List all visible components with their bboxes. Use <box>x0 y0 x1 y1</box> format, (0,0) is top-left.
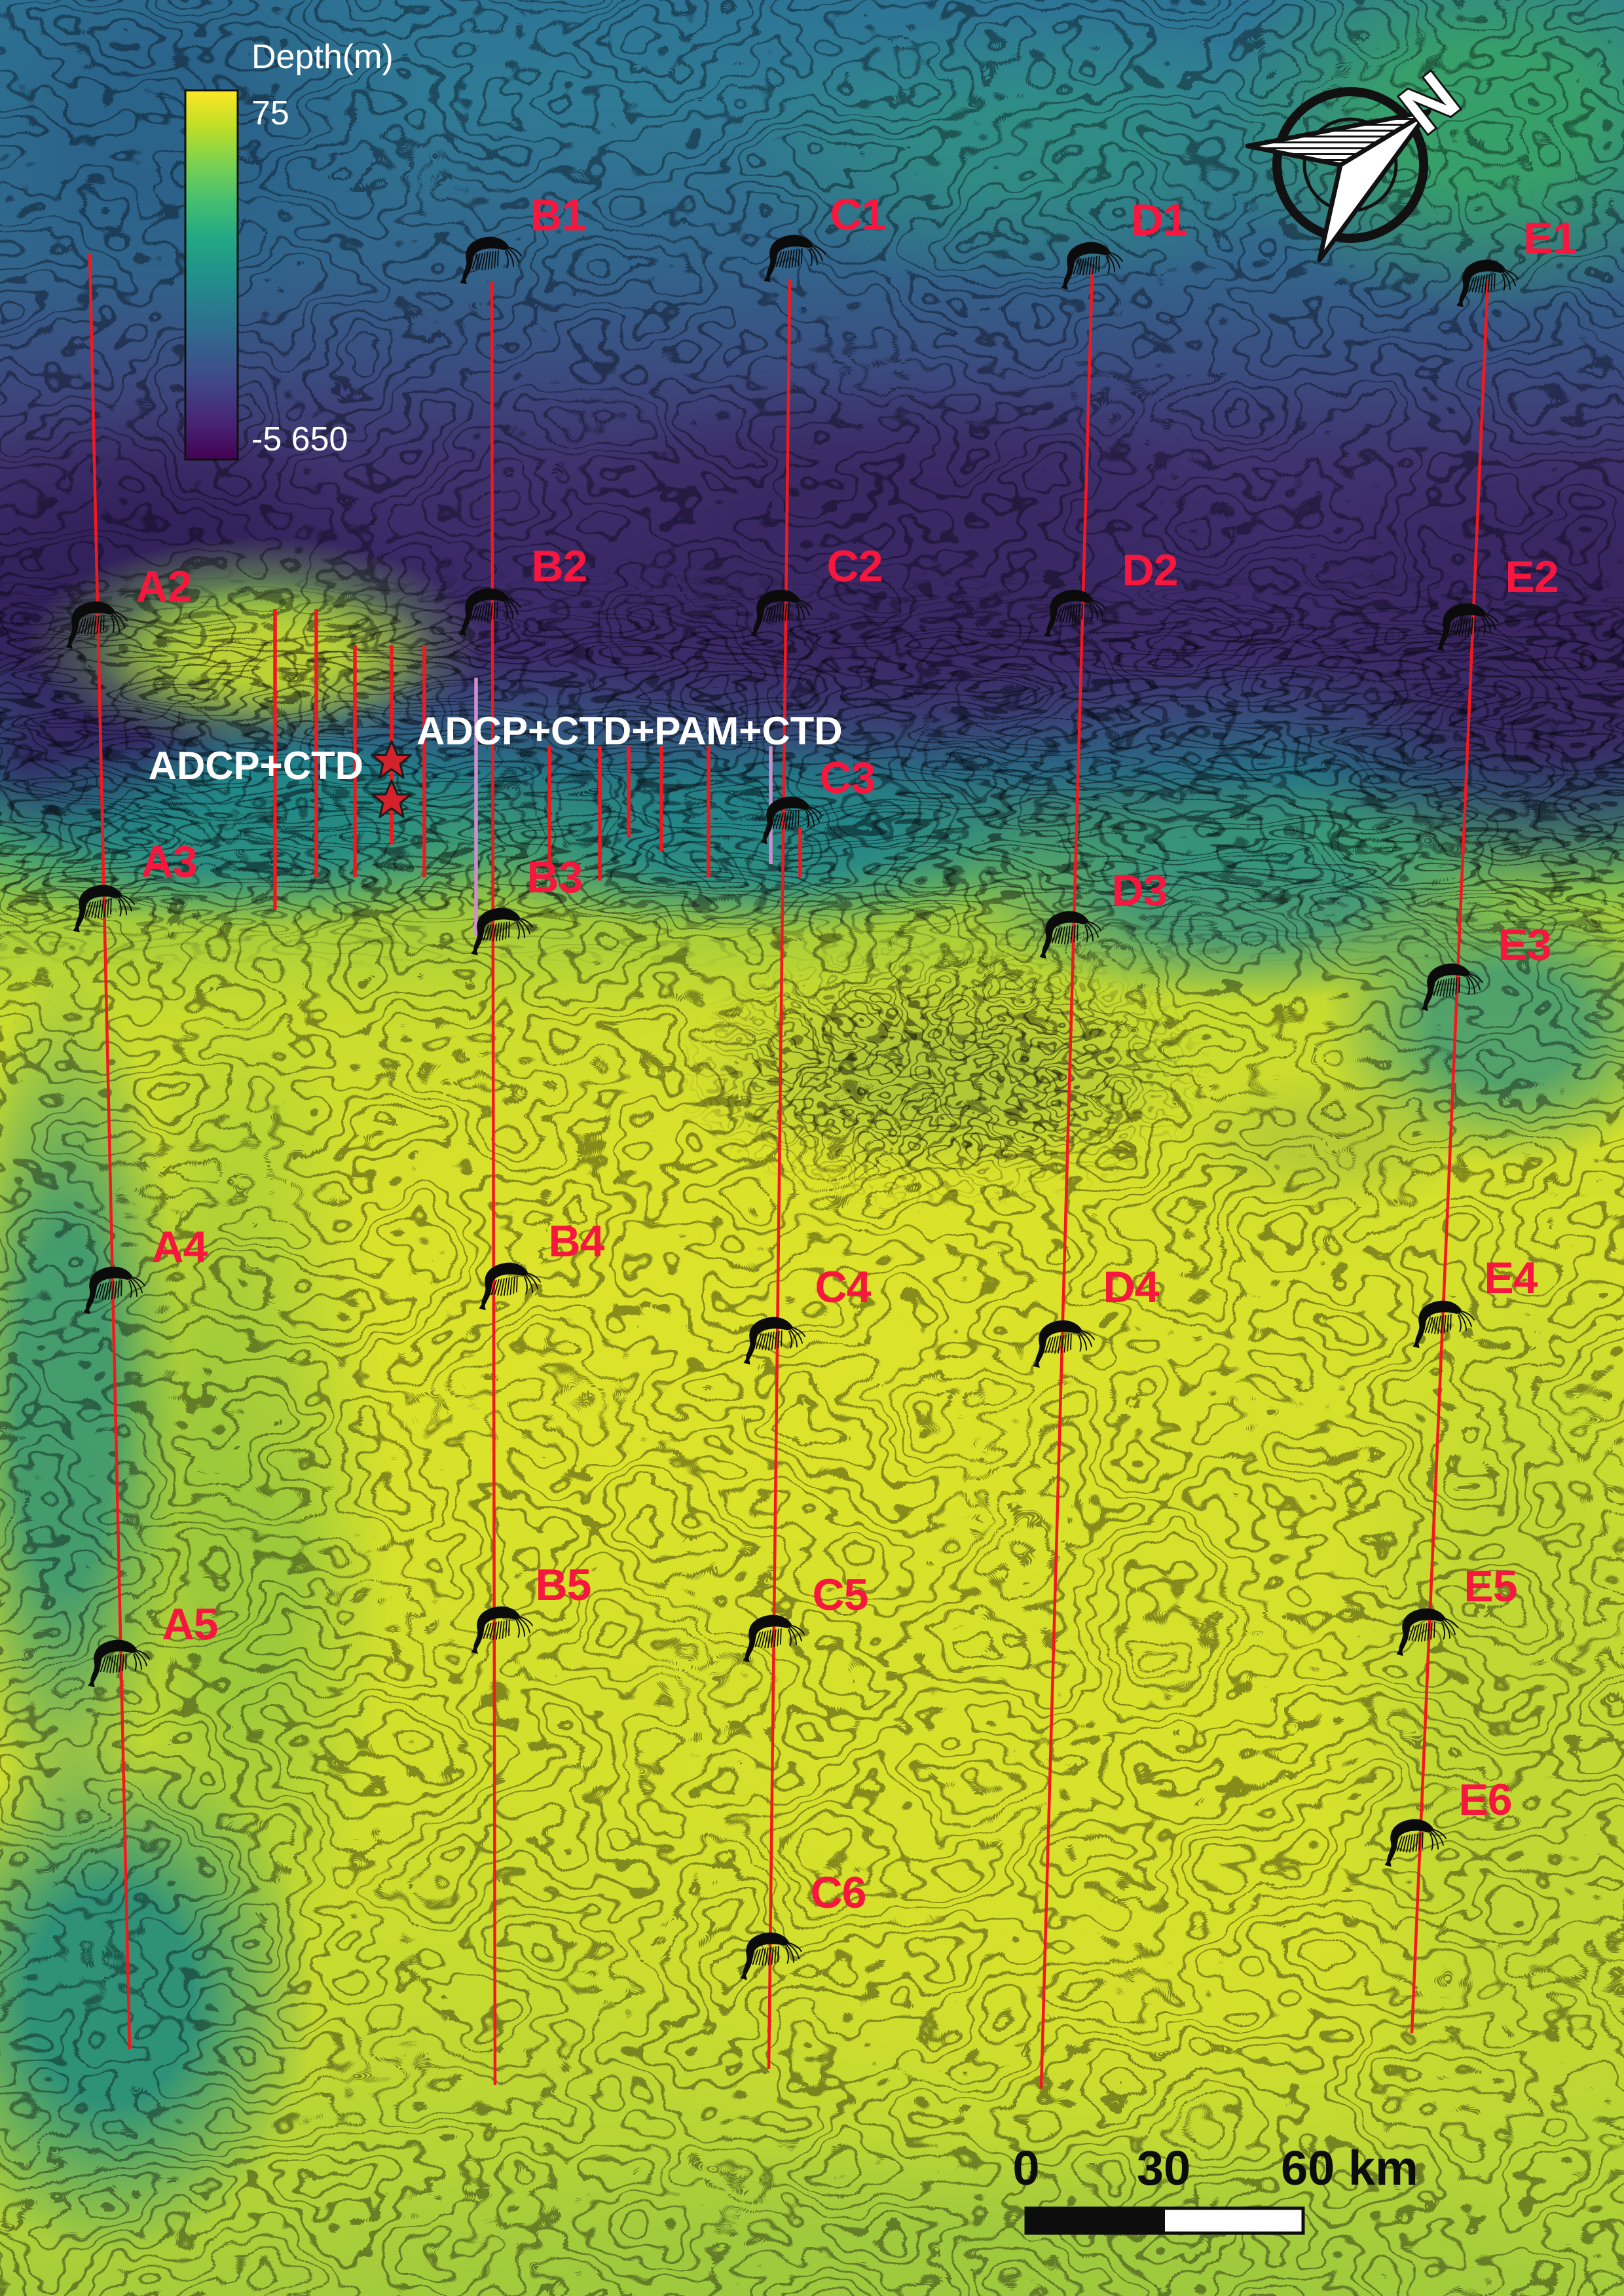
colorbar-gradient <box>184 89 239 461</box>
colorbar-min-label: -5 650 <box>251 420 348 458</box>
krill-icon-A5 <box>87 1639 150 1688</box>
krill-icon-C2 <box>750 589 813 638</box>
scalebar-tick-30: 30 <box>1137 2141 1190 2195</box>
krill-icon-A2 <box>65 600 128 650</box>
station-label-B1: B1 <box>530 191 586 240</box>
krill-icon-B3 <box>470 907 533 957</box>
station-label-E4: E4 <box>1484 1253 1538 1303</box>
scale-bar: 0 30 60 km <box>1012 2141 1418 2235</box>
station-label-E6: E6 <box>1458 1775 1511 1825</box>
station-label-D4: D4 <box>1103 1262 1160 1312</box>
krill-icon-D2 <box>1043 589 1106 638</box>
colorbar-title: Depth(m) <box>251 38 394 76</box>
krill-icon-E3 <box>1420 962 1483 1012</box>
station-label-C4: C4 <box>815 1262 872 1312</box>
scalebar-border <box>1024 2206 1305 2235</box>
krill-icon-B2 <box>458 587 521 637</box>
station-label-C5: C5 <box>813 1570 868 1620</box>
station-label-C6: C6 <box>811 1868 866 1918</box>
station-label-E3: E3 <box>1498 920 1551 970</box>
krill-icon-B1 <box>459 236 522 285</box>
transect-line-D <box>1039 268 1094 2089</box>
scalebar-tick-60km: 60 km <box>1281 2141 1418 2195</box>
station-label-D3: D3 <box>1112 866 1168 915</box>
compass-outer-ring <box>1272 87 1428 243</box>
scalebar-black-segment <box>1026 2208 1165 2233</box>
adcp-ctd-label: ADCP+CTD <box>149 744 363 788</box>
transect-line-B <box>490 281 497 2086</box>
transect-lines-layer <box>88 253 1490 2089</box>
contour-lines-dense-band <box>0 563 1624 969</box>
station-label-E1: E1 <box>1523 213 1576 263</box>
station-label-A5: A5 <box>162 1599 218 1649</box>
station-label-C1: C1 <box>830 190 886 240</box>
krill-icon-C1 <box>763 234 826 283</box>
station-label-C2: C2 <box>827 541 883 591</box>
station-label-C3: C3 <box>820 753 876 803</box>
station-label-D2: D2 <box>1122 545 1178 595</box>
scalebar-tick-0: 0 <box>1012 2141 1039 2195</box>
krill-icon-E6 <box>1384 1818 1447 1868</box>
station-label-B2: B2 <box>532 541 587 591</box>
colorbar-max-label: 75 <box>251 94 289 132</box>
krill-icon-B5 <box>470 1605 533 1655</box>
station-label-A3: A3 <box>141 837 197 886</box>
station-label-B3: B3 <box>527 852 583 902</box>
krill-icons-layer <box>65 234 1519 1981</box>
station-labels-layer: A2 A3 A4 A5 B1 B2 B3 B4 B5 C1 C2 C3 C4 C5 C6 D1 D2 D3 D4 E1… <box>136 190 1578 1918</box>
station-label-B4: B4 <box>549 1216 605 1266</box>
station-label-A2: A2 <box>136 562 192 611</box>
station-label-E5: E5 <box>1464 1561 1517 1611</box>
krill-icon-B4 <box>478 1262 541 1311</box>
krill-icon-C4 <box>743 1316 805 1366</box>
krill-icon-E2 <box>1436 602 1499 652</box>
transect-line-A <box>88 253 132 2050</box>
transect-line-E <box>1410 280 1490 2033</box>
compass-needle-white <box>1317 109 1431 263</box>
depth-colorbar: Depth(m) 75 -5 650 <box>184 38 394 461</box>
station-label-A4: A4 <box>152 1222 208 1272</box>
scalebar-white-segment <box>1165 2208 1303 2233</box>
north-arrow: N <box>1245 56 1475 263</box>
station-label-D1: D1 <box>1132 195 1187 245</box>
krill-icon-D3 <box>1039 910 1101 960</box>
contour-lines-seamount <box>668 936 1218 1211</box>
station-label-E2: E2 <box>1505 552 1558 602</box>
station-label-B5: B5 <box>536 1560 591 1610</box>
adcp-ctd-pam-ctd-label: ADCP+CTD+PAM+CTD <box>416 709 843 753</box>
transect-line-C <box>767 280 792 2069</box>
krill-icon-D4 <box>1032 1319 1095 1369</box>
mooring-lines-layer <box>273 609 802 936</box>
